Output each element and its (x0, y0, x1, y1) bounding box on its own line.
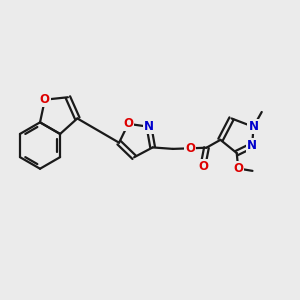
Text: O: O (185, 142, 195, 155)
Text: N: N (144, 120, 154, 133)
Text: O: O (40, 93, 50, 106)
Text: N: N (248, 120, 258, 134)
Text: O: O (198, 160, 208, 172)
Text: N: N (247, 139, 257, 152)
Text: O: O (123, 117, 133, 130)
Text: O: O (233, 162, 243, 175)
